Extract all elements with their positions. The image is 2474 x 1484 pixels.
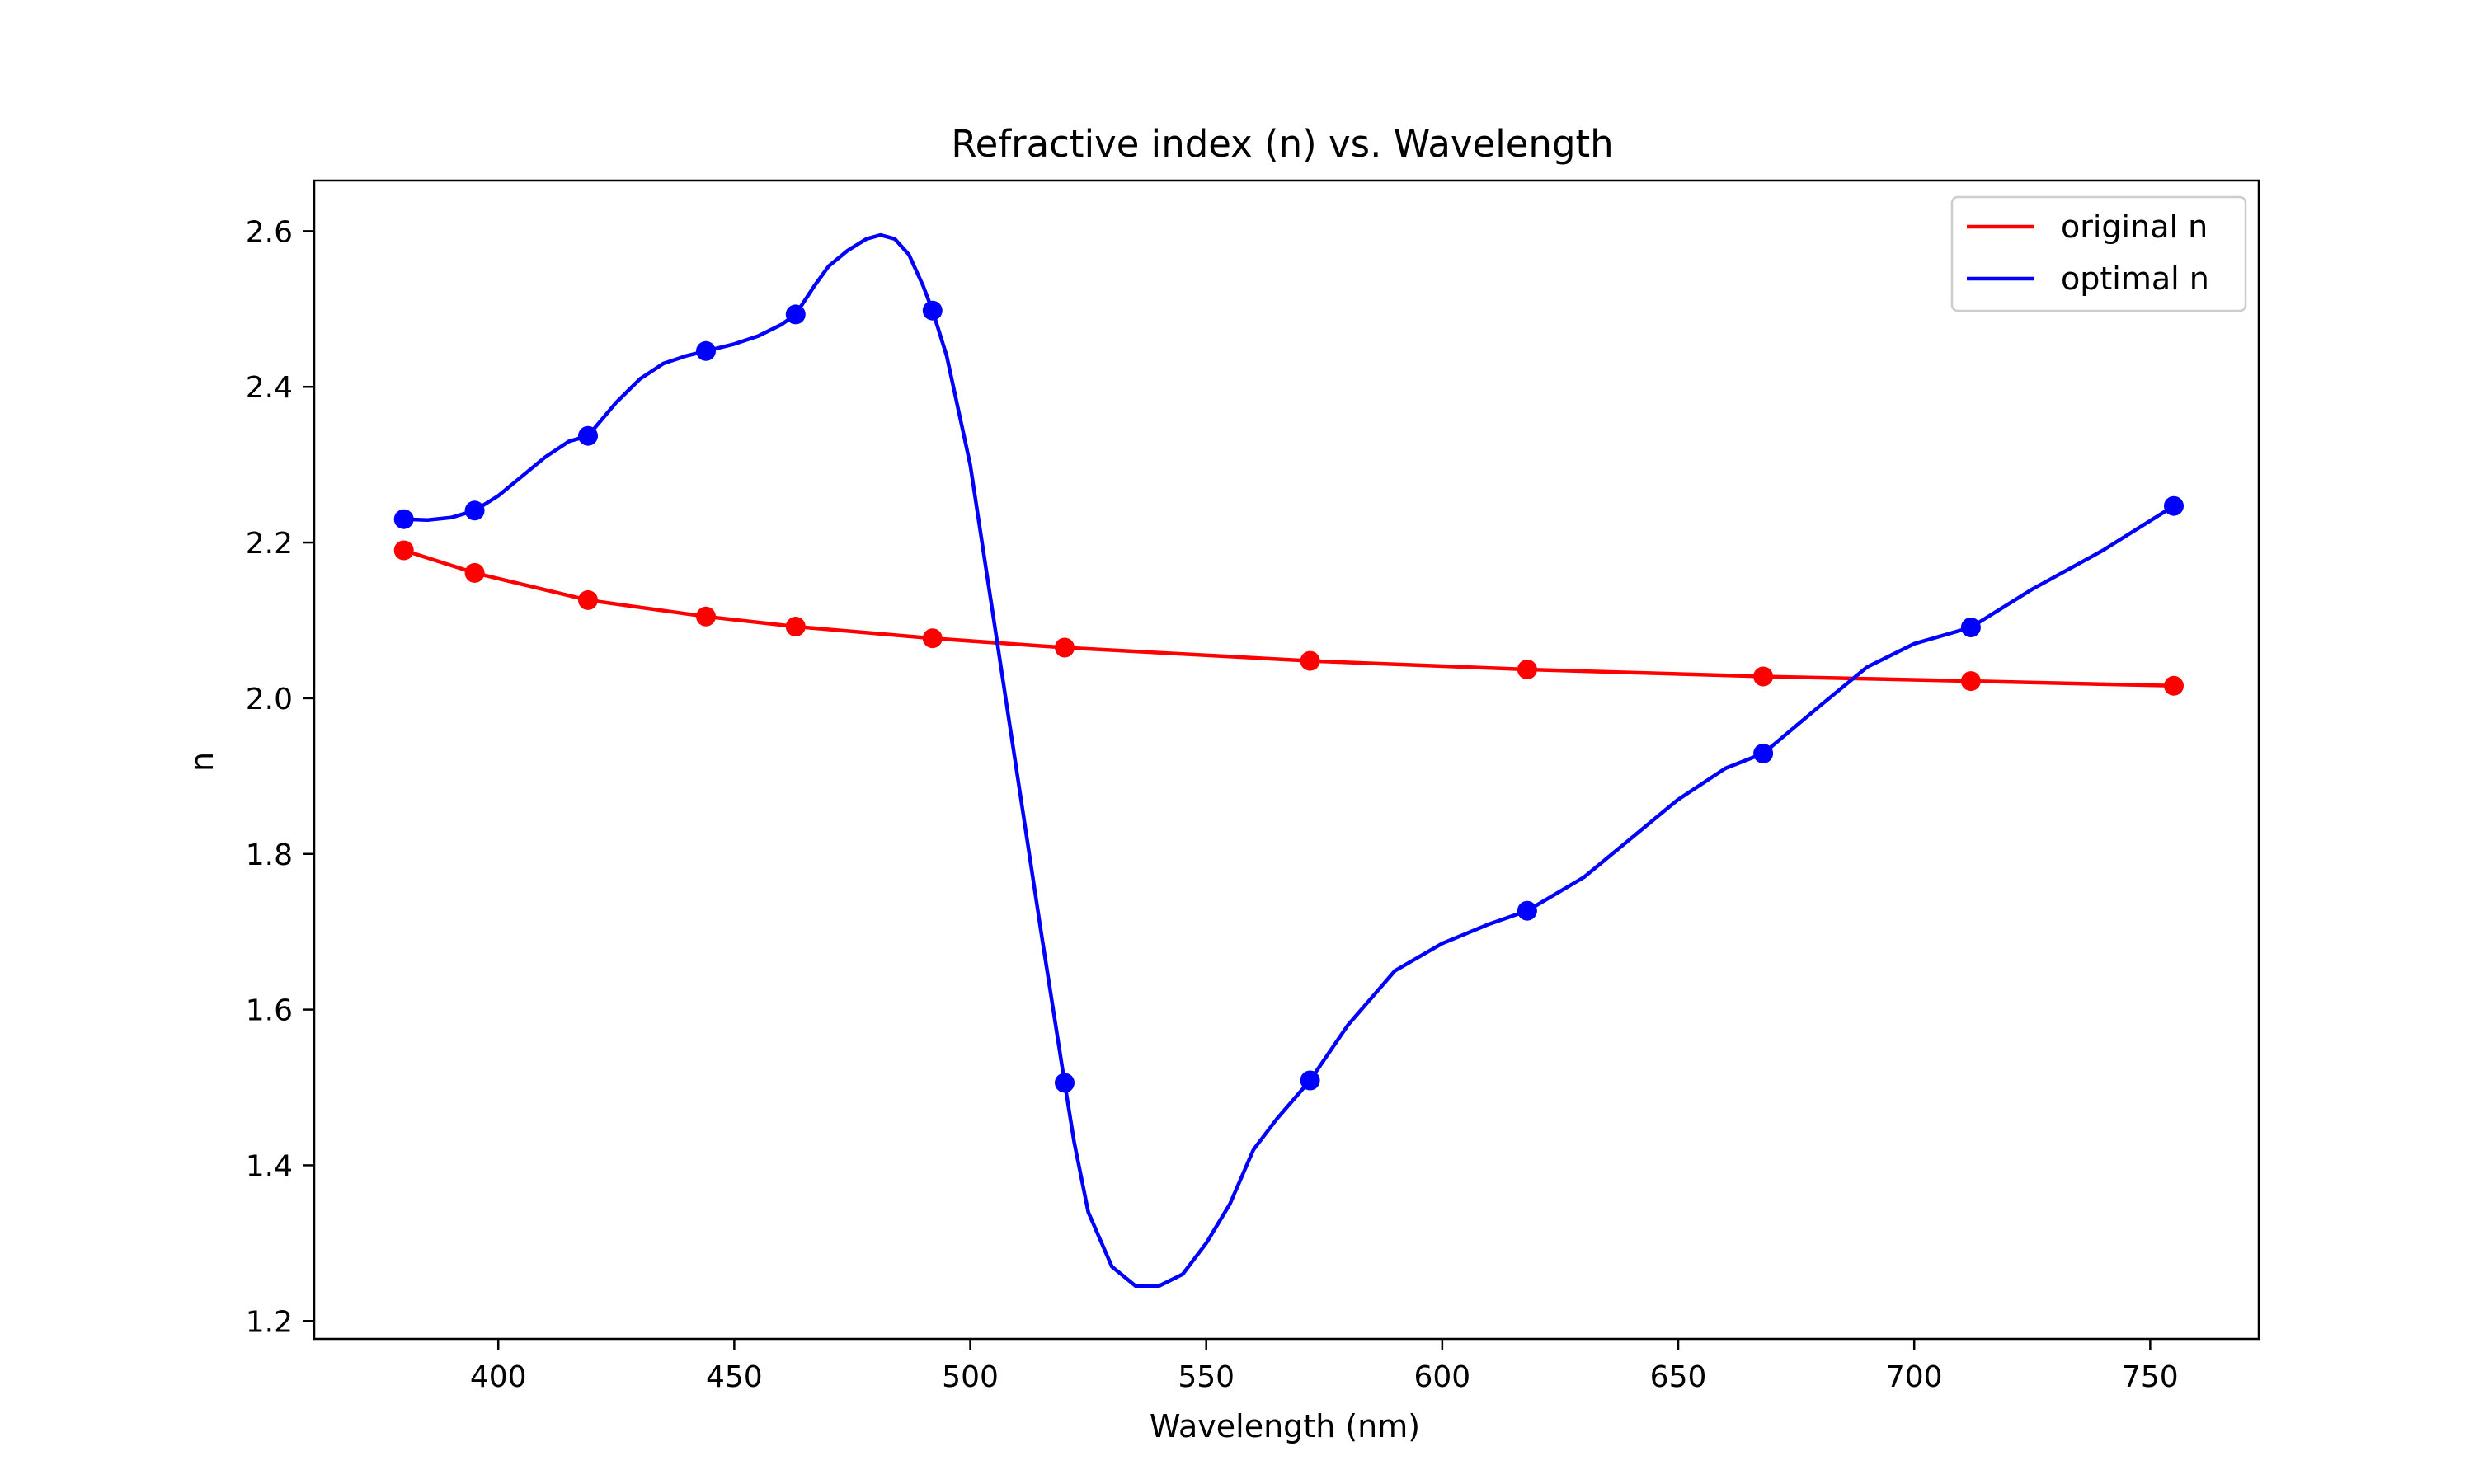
series-0-point <box>1960 671 1981 692</box>
x-axis-label: Wavelength (nm) <box>1150 1408 1420 1444</box>
x-tick-label: 650 <box>1650 1360 1707 1394</box>
y-tick-label: 1.2 <box>246 1305 293 1339</box>
series-1-point <box>1055 1073 1075 1093</box>
x-tick-label: 500 <box>942 1360 999 1394</box>
x-tick-label: 550 <box>1178 1360 1235 1394</box>
y-axis-ticks: 1.2 1.4 1.6 1.8 2.0 2.2 2.4 2.6 <box>246 215 314 1339</box>
series-0-point <box>922 628 943 649</box>
x-tick-label: 700 <box>1886 1360 1943 1394</box>
series-1-point <box>393 509 414 529</box>
x-tick-label: 400 <box>470 1360 527 1394</box>
x-tick-label: 450 <box>706 1360 763 1394</box>
legend-label-0: original n <box>2061 209 2208 245</box>
y-tick-label: 1.8 <box>246 838 293 872</box>
series-0-point <box>785 617 806 636</box>
series-0-point <box>1753 666 1774 687</box>
series-1-point <box>1753 743 1774 763</box>
plot-frame <box>313 179 2260 1341</box>
series-0-point <box>2164 675 2184 696</box>
series-0-point <box>1055 637 1075 658</box>
y-tick-label: 1.4 <box>246 1149 293 1183</box>
legend-label-1: optimal n <box>2061 261 2209 297</box>
x-axis-ticks: 400 450 500 550 600 650 700 750 <box>470 1339 2179 1394</box>
legend: original n optimal n <box>1950 195 2247 312</box>
plot-lines <box>402 232 2176 1289</box>
series-line-1 <box>402 232 2176 1289</box>
series-1-point <box>2164 495 2184 516</box>
series-line-0 <box>402 548 2176 688</box>
series-0-point <box>464 562 485 583</box>
series-0-point <box>393 540 414 561</box>
series-1-point <box>1960 618 1981 637</box>
y-tick-label: 2.2 <box>246 527 293 561</box>
y-tick-label: 1.6 <box>246 994 293 1028</box>
plot-markers <box>393 300 2184 1093</box>
series-0-point <box>578 589 598 610</box>
series-1-point <box>696 340 716 361</box>
series-1-point <box>464 500 485 521</box>
y-axis-label: n <box>184 752 220 772</box>
y-tick-label: 2.0 <box>246 683 293 716</box>
y-tick-label: 2.6 <box>246 215 293 249</box>
series-0-point <box>1517 660 1537 679</box>
series-1-point <box>1517 900 1537 921</box>
series-1-point <box>1300 1070 1320 1091</box>
series-0-point <box>696 606 716 627</box>
y-tick-label: 2.4 <box>246 371 293 405</box>
series-1-point <box>578 425 598 446</box>
chart-title: Refractive index (n) vs. Wavelength <box>951 122 1613 166</box>
series-0-point <box>1300 650 1320 671</box>
series-1-point <box>785 304 806 325</box>
x-tick-label: 600 <box>1414 1360 1471 1394</box>
x-tick-label: 750 <box>2122 1360 2179 1394</box>
series-1-point <box>922 300 943 321</box>
